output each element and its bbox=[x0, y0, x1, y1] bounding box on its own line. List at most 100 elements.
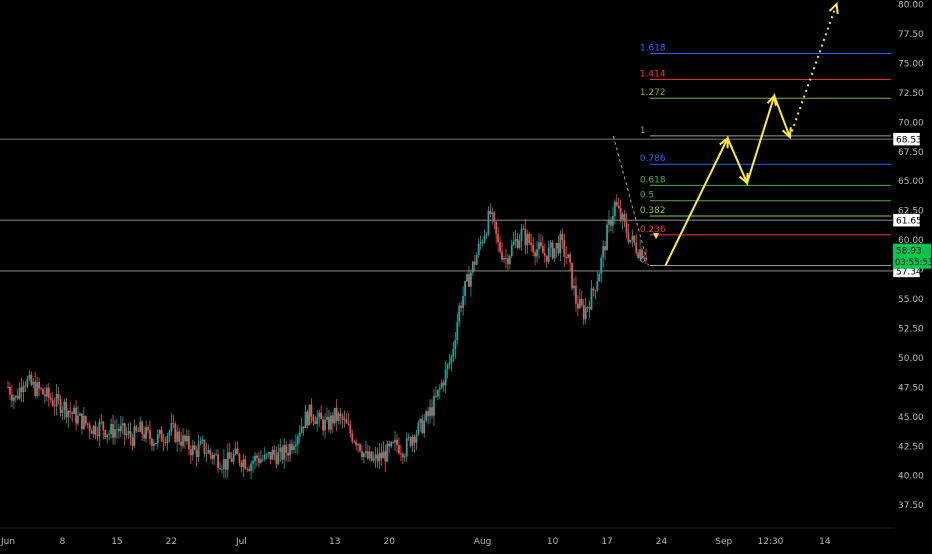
candle bbox=[244, 455, 247, 470]
candle bbox=[133, 419, 136, 448]
candle bbox=[289, 440, 291, 463]
x-tick-label: 8 bbox=[60, 537, 66, 547]
candle bbox=[277, 443, 280, 466]
candle bbox=[96, 426, 99, 441]
candle bbox=[522, 224, 525, 230]
candle bbox=[415, 430, 418, 450]
candle bbox=[606, 219, 608, 251]
candle bbox=[541, 235, 544, 254]
fib-label-5: 0.618 bbox=[640, 175, 666, 185]
candle bbox=[287, 444, 289, 462]
candle bbox=[398, 437, 400, 456]
candle bbox=[571, 262, 573, 291]
candle bbox=[322, 415, 324, 436]
candle bbox=[378, 443, 381, 470]
candle bbox=[123, 422, 126, 446]
candle bbox=[156, 429, 159, 449]
candle bbox=[403, 453, 406, 463]
candle bbox=[275, 446, 278, 469]
candle bbox=[419, 418, 422, 432]
candle bbox=[578, 288, 581, 310]
candle bbox=[207, 444, 210, 454]
candle bbox=[431, 399, 433, 419]
candle bbox=[121, 416, 124, 435]
candle bbox=[485, 232, 488, 239]
candle bbox=[209, 448, 212, 460]
candle bbox=[623, 209, 626, 228]
candle bbox=[460, 300, 463, 313]
candle bbox=[205, 442, 208, 463]
candle bbox=[407, 433, 410, 442]
candle bbox=[44, 387, 46, 404]
candle bbox=[24, 381, 27, 393]
candle bbox=[127, 422, 130, 440]
candle bbox=[392, 440, 395, 444]
candle bbox=[137, 427, 140, 432]
candle bbox=[549, 240, 552, 258]
candle bbox=[645, 248, 647, 265]
candle bbox=[506, 253, 509, 270]
candle bbox=[252, 455, 254, 474]
candle bbox=[376, 447, 379, 468]
candle bbox=[384, 444, 387, 472]
fib-label-4: 0.786 bbox=[640, 154, 666, 164]
y-tick-label: 67.50 bbox=[898, 148, 924, 158]
candle bbox=[359, 443, 361, 453]
candle bbox=[627, 223, 630, 245]
candle bbox=[14, 394, 17, 403]
candle bbox=[67, 409, 70, 428]
candle bbox=[139, 416, 142, 433]
candle bbox=[106, 434, 109, 444]
candle bbox=[435, 385, 437, 399]
candle bbox=[250, 460, 253, 480]
y-axis[interactable]: 37.50 40.00 42.50 45.00 47.50 50.00 52.50 55.00… bbox=[898, 1, 924, 512]
candle bbox=[306, 409, 309, 429]
candle bbox=[602, 240, 605, 268]
candle bbox=[450, 354, 453, 372]
candle bbox=[339, 407, 342, 425]
candle bbox=[364, 441, 367, 458]
candle bbox=[34, 371, 37, 399]
candle bbox=[30, 371, 33, 387]
candle bbox=[468, 265, 470, 287]
candle bbox=[46, 384, 48, 402]
candle bbox=[84, 415, 87, 427]
candle bbox=[617, 197, 620, 210]
candle bbox=[534, 249, 536, 266]
candle bbox=[473, 255, 476, 271]
candle bbox=[331, 412, 334, 434]
candle bbox=[224, 458, 227, 479]
candle bbox=[314, 415, 317, 425]
y-tick-label: 60.00 bbox=[898, 236, 924, 246]
candle bbox=[610, 217, 612, 232]
x-axis[interactable]: Jun 8 15 22 Jul 13 20 Aug 10 17 24 Sep 12:30 14 bbox=[0, 527, 893, 547]
candle bbox=[256, 453, 258, 467]
candle bbox=[186, 429, 188, 445]
candle bbox=[368, 445, 371, 462]
candle bbox=[236, 440, 239, 455]
candle bbox=[590, 279, 593, 311]
candle bbox=[234, 442, 237, 456]
candle bbox=[390, 440, 393, 449]
candle bbox=[514, 230, 517, 248]
candle bbox=[464, 280, 466, 305]
x-tick-label: 20 bbox=[383, 537, 395, 547]
candle bbox=[489, 203, 492, 218]
candle bbox=[86, 422, 89, 429]
candle bbox=[182, 428, 184, 449]
candle bbox=[26, 375, 29, 389]
candle bbox=[615, 194, 618, 207]
candle bbox=[563, 233, 566, 268]
candle bbox=[382, 440, 385, 459]
candle bbox=[575, 276, 577, 312]
candle bbox=[499, 236, 501, 254]
candle bbox=[296, 433, 299, 455]
candle bbox=[40, 387, 42, 392]
candle bbox=[351, 429, 354, 445]
svg-text:61.65: 61.65 bbox=[896, 217, 922, 227]
candle bbox=[248, 465, 251, 472]
candle bbox=[580, 290, 583, 308]
candle bbox=[293, 440, 295, 453]
